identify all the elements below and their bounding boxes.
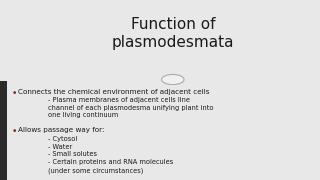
Bar — [0, 81, 7, 180]
Text: Function of
plasmodesmata: Function of plasmodesmata — [112, 17, 234, 50]
Text: Connects the chemical environment of adjacent cells: Connects the chemical environment of adj… — [18, 89, 210, 95]
Text: •: • — [12, 89, 17, 98]
Text: - Plasma membranes of adjacent cells line
channel of each plasmodesma unifying p: - Plasma membranes of adjacent cells lin… — [48, 97, 213, 118]
Text: Allows passage way for:: Allows passage way for: — [18, 127, 105, 133]
Text: •: • — [12, 127, 17, 136]
Text: - Cytosol
- Water
- Small solutes
- Certain proteins and RNA molecules
(under so: - Cytosol - Water - Small solutes - Cert… — [48, 136, 173, 174]
Ellipse shape — [162, 75, 184, 85]
